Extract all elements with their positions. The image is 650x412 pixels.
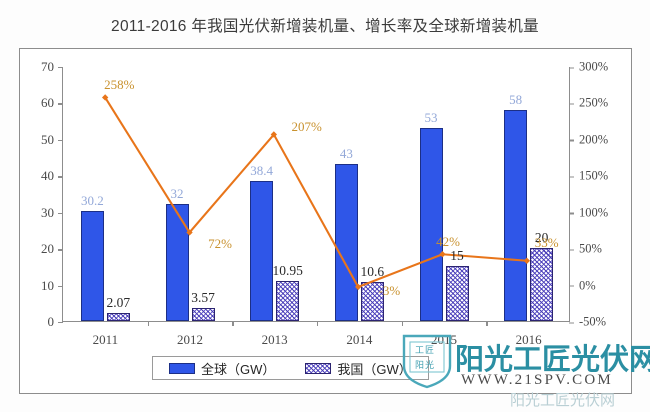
data-label-global: 58 bbox=[509, 91, 523, 107]
plot-area: 0 10 20 30 40 50 60 70 -50% 0% 50% 100% 150% 200% 250… bbox=[41, 59, 608, 347]
legend-swatch-china-icon bbox=[305, 362, 332, 374]
x-axis-tick-mark bbox=[317, 321, 319, 326]
x-axis-tick-label: 2013 bbox=[261, 332, 288, 347]
x-axis-tick-label: 2014 bbox=[346, 332, 373, 347]
data-label-china: 10.95 bbox=[272, 263, 303, 279]
data-label-global: 30.2 bbox=[80, 192, 104, 208]
chart-legend: 全球（GW） 我国（GW） bbox=[152, 356, 429, 380]
y-axis-right-tick: 300% bbox=[569, 60, 608, 75]
data-label-china: 10.6 bbox=[360, 264, 385, 280]
y-axis-right-tick: 100% bbox=[569, 205, 608, 220]
y-axis-left-tick: 50 bbox=[41, 132, 63, 148]
line-marker[interactable] bbox=[270, 131, 278, 138]
y-axis-right-tick: 200% bbox=[569, 132, 608, 147]
y-axis-left-tick: 60 bbox=[41, 95, 63, 111]
data-label-china: 20 bbox=[534, 230, 549, 246]
data-label-global: 43 bbox=[339, 146, 353, 162]
bar-global[interactable] bbox=[250, 181, 274, 321]
legend-swatch-global-icon bbox=[169, 362, 195, 374]
y-axis-left-tick: 0 bbox=[48, 314, 64, 330]
growth-rate-line bbox=[101, 94, 531, 291]
line-marker[interactable] bbox=[101, 94, 109, 101]
data-label-global: 38.4 bbox=[250, 163, 274, 179]
chart-title: 2011-2016 年我国光伏新增装机量、增长率及全球新增装机量 bbox=[111, 18, 539, 35]
bar-china[interactable] bbox=[106, 313, 130, 321]
bar-china[interactable] bbox=[276, 281, 300, 321]
x-axis-tick-mark bbox=[486, 321, 488, 326]
x-axis-tick-label: 2011 bbox=[92, 332, 119, 347]
data-label-global: 32 bbox=[170, 186, 184, 202]
data-label-growth-rate: 33% bbox=[534, 234, 559, 250]
x-axis-tick-label: 2012 bbox=[177, 332, 203, 347]
bar-global[interactable] bbox=[334, 164, 358, 321]
bar-global[interactable] bbox=[80, 211, 104, 321]
data-label-growth-rate: -3% bbox=[378, 282, 401, 298]
data-label-growth-rate: 258% bbox=[104, 76, 135, 92]
y-axis-right-tick: -50% bbox=[569, 315, 606, 330]
legend-item-china[interactable]: 我国（GW） bbox=[305, 359, 412, 378]
bar-china[interactable] bbox=[191, 308, 215, 321]
data-label-china: 15 bbox=[450, 248, 464, 264]
x-axis-tick-mark bbox=[147, 321, 150, 326]
y-axis-right-tick: 50% bbox=[569, 242, 602, 257]
data-label-growth-rate: 42% bbox=[436, 233, 460, 249]
bar-global[interactable] bbox=[504, 109, 528, 321]
y-axis-left-tick: 30 bbox=[41, 205, 63, 221]
y-axis-right-tick: 250% bbox=[569, 96, 608, 111]
y-axis-right-tick: 0% bbox=[569, 278, 596, 293]
y-axis-right-tick: 150% bbox=[569, 169, 608, 184]
legend-item-global[interactable]: 全球（GW） bbox=[169, 359, 275, 378]
y-axis-left-tick: 40 bbox=[41, 168, 63, 184]
data-label-china: 3.57 bbox=[191, 289, 215, 305]
x-axis-tick-mark bbox=[232, 321, 234, 326]
y-axis-left-tick: 20 bbox=[41, 241, 63, 257]
x-axis-tick-label: 2015 bbox=[431, 332, 457, 347]
bar-global[interactable] bbox=[419, 127, 443, 321]
legend-label-global: 全球（GW） bbox=[201, 361, 276, 377]
y-axis-left-tick: 70 bbox=[41, 59, 63, 75]
bar-china[interactable] bbox=[530, 248, 554, 321]
x-axis-tick-mark bbox=[401, 321, 404, 326]
legend-label-china: 我国（GW） bbox=[337, 361, 412, 377]
data-label-global: 53 bbox=[424, 109, 438, 125]
data-label-china: 2.07 bbox=[106, 295, 131, 311]
x-axis-tick-label: 2016 bbox=[515, 332, 542, 347]
y-axis-left-tick: 10 bbox=[41, 278, 63, 294]
data-label-growth-rate: 207% bbox=[291, 118, 322, 134]
bar-global[interactable] bbox=[165, 204, 189, 321]
bar-china[interactable] bbox=[445, 266, 469, 321]
data-label-growth-rate: 72% bbox=[208, 236, 232, 252]
